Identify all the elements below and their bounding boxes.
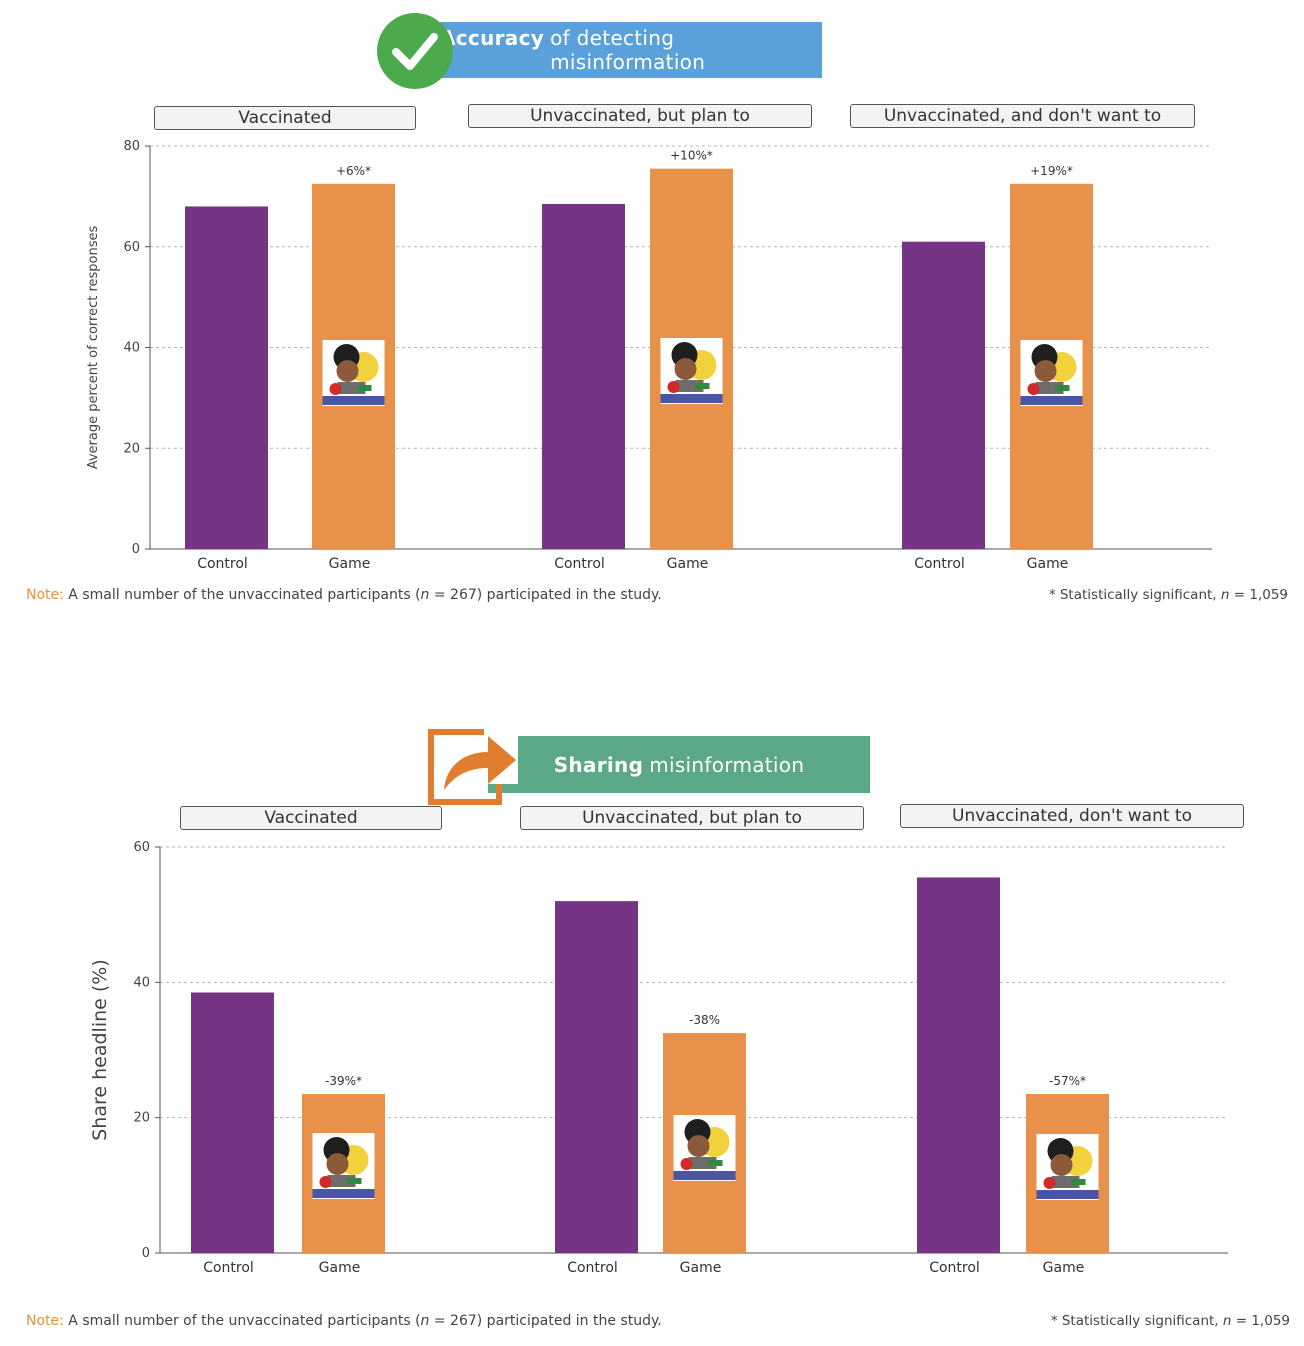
significance-note-2: * Statistically significant, n = 1,059 (1050, 1313, 1290, 1329)
banner-rest: of detecting misinformation (550, 26, 706, 74)
accuracy-bar-chart: 0 20 40 60 80 Average percent of correct resp… (86, 139, 1212, 572)
bar-control (917, 877, 1000, 1253)
game-character-icon (1036, 1134, 1099, 1200)
y-axis-label: Average percent of correct responses (86, 225, 101, 469)
x-tick-label: Control (929, 1260, 980, 1276)
change-annotation: +19%* (1030, 164, 1073, 178)
x-tick-label: Game (680, 1260, 722, 1276)
significance-note-1: * Statistically significant, n = 1,059 (1048, 587, 1288, 603)
banner-bold: Accuracy (440, 26, 545, 50)
group-label-vaccinated: Vaccinated (180, 806, 442, 830)
group-label-unvaccinated-dont-want: Unvaccinated, and don't want to (850, 104, 1195, 128)
group-label-vaccinated: Vaccinated (154, 106, 416, 130)
banner-bold: Sharing (553, 752, 644, 777)
bar-control (902, 241, 985, 549)
banner-rest: misinformation (649, 752, 805, 777)
change-annotation: +10%* (670, 149, 713, 163)
y-tick-label: 80 (123, 139, 140, 154)
x-tick-label: Control (554, 556, 605, 572)
x-tick-label: Control (567, 1260, 618, 1276)
change-annotation: +6%* (336, 164, 371, 178)
checkmark-circle-icon (377, 13, 453, 89)
y-axis-label: Share headline (%) (89, 959, 111, 1141)
bar-control (555, 901, 638, 1253)
sharing-banner: Sharing misinformation (488, 736, 870, 793)
y-tick-label: 60 (133, 840, 150, 855)
bar-control (185, 206, 268, 549)
group-label-unvaccinated-dont-want: Unvaccinated, don't want to (900, 804, 1244, 828)
x-tick-label: Game (329, 556, 371, 572)
y-tick-label: 20 (133, 1111, 150, 1126)
y-tick-label: 40 (123, 341, 140, 356)
note-2: Note: A small number of the unvaccinated… (26, 1313, 662, 1329)
y-tick-label: 20 (123, 441, 140, 456)
share-arrow-icon (428, 726, 518, 805)
bar-control (191, 992, 274, 1253)
group-label-unvaccinated-plan: Unvaccinated, but plan to (520, 806, 864, 830)
y-tick-label: 40 (133, 975, 150, 990)
accuracy-banner: Accuracy of detecting misinformation (440, 22, 822, 78)
game-character-icon (673, 1115, 736, 1181)
x-tick-label: Game (1043, 1260, 1085, 1276)
x-tick-label: Control (914, 556, 965, 572)
note-1: Note: A small number of the unvaccinated… (26, 587, 662, 603)
game-character-icon (312, 1133, 375, 1199)
y-tick-label: 0 (132, 542, 140, 557)
x-tick-label: Control (203, 1260, 254, 1276)
y-tick-label: 0 (142, 1246, 150, 1261)
x-tick-label: Game (319, 1260, 361, 1276)
game-character-icon (1020, 340, 1083, 406)
change-annotation: -39%* (325, 1074, 362, 1088)
y-tick-label: 60 (123, 240, 140, 255)
x-tick-label: Control (197, 556, 248, 572)
change-annotation: -38% (689, 1013, 720, 1027)
bar-control (542, 203, 625, 549)
x-tick-label: Game (1027, 556, 1069, 572)
game-character-icon (322, 340, 385, 406)
change-annotation: -57%* (1049, 1074, 1086, 1088)
x-tick-label: Game (667, 556, 709, 572)
game-character-icon (660, 338, 723, 404)
group-label-unvaccinated-plan: Unvaccinated, but plan to (468, 104, 812, 128)
